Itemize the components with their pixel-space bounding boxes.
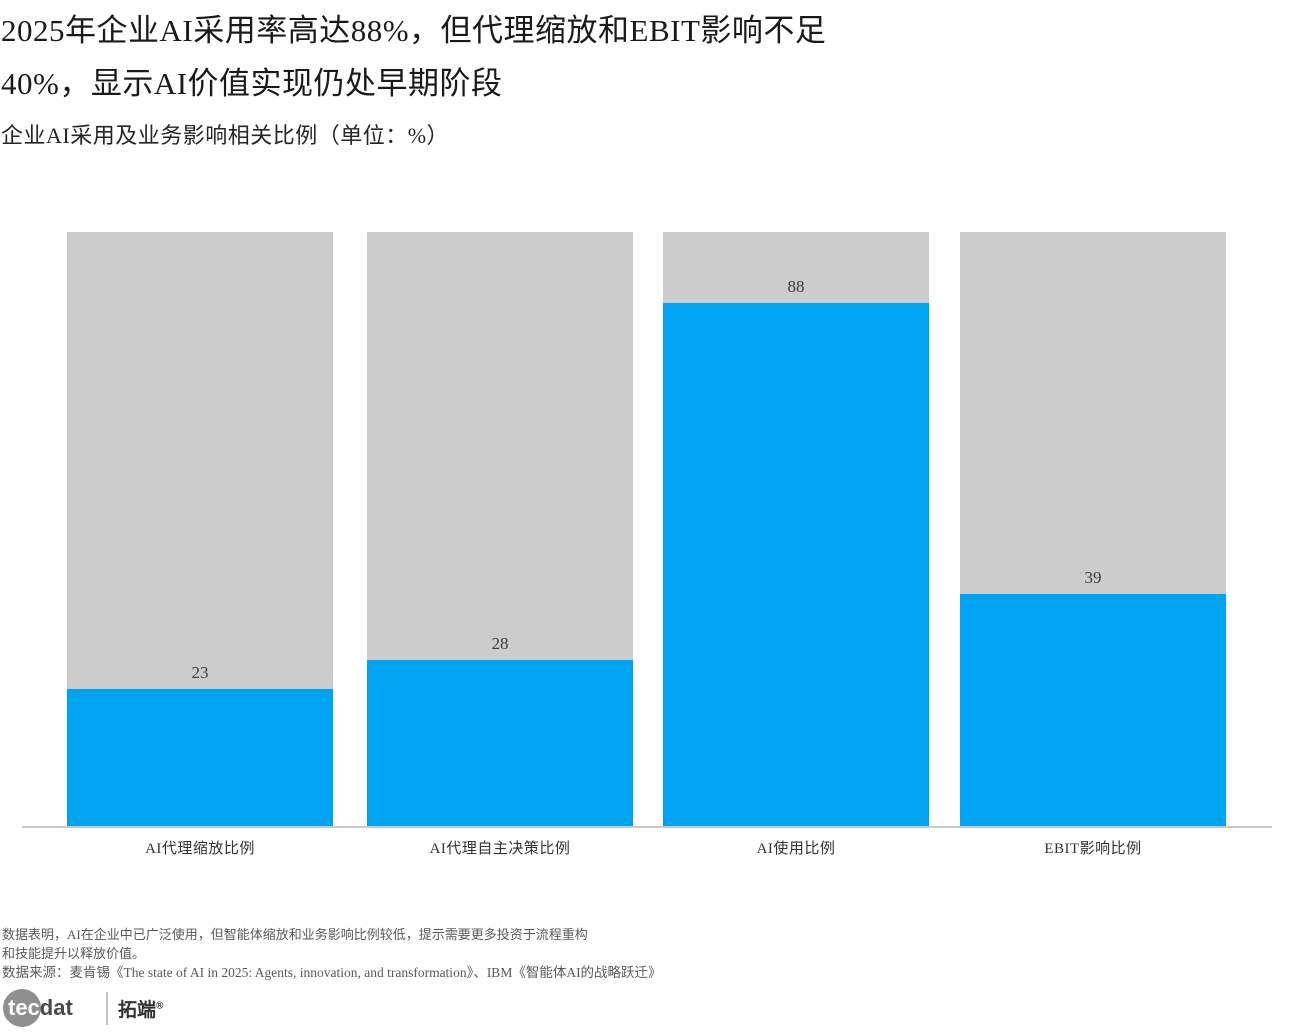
logo-divider <box>106 991 108 1025</box>
bar-value-label: 88 <box>787 277 805 297</box>
logo-text-tec: tec <box>8 995 40 1020</box>
x-axis-label: AI使用比例 <box>756 841 836 857</box>
plot-area: 23 28 88 39 <box>0 232 1290 826</box>
x-axis-label: EBIT影响比例 <box>1044 841 1142 857</box>
chart-note-line2: 和技能提升以释放价值。 <box>2 946 146 961</box>
logo-circle-icon <box>3 989 41 1027</box>
bar-column: 28 <box>367 232 633 826</box>
x-axis-line <box>22 826 1272 828</box>
bar-fill <box>663 303 929 826</box>
chart-note-line1: 数据表明，AI在企业中已广泛使用，但智能体缩放和业务影响比例较低，提示需要更多投… <box>2 927 588 942</box>
bar-value-label: 23 <box>191 663 209 683</box>
x-axis-label: AI代理自主决策比例 <box>429 841 571 857</box>
bar-fill <box>960 594 1226 826</box>
x-axis-label: AI代理缩放比例 <box>145 841 255 857</box>
logo-brand-name: 拓端 <box>118 999 157 1021</box>
bar-column: 39 <box>960 232 1226 826</box>
data-source: 数据来源：麦肯锡《The state of AI in 2025: Agents… <box>2 965 662 980</box>
chart-subtitle: 企业AI采用及业务影响相关比例（单位：%） <box>1 123 450 148</box>
logo-text-dat: dat <box>39 995 73 1020</box>
bar-column: 23 <box>67 232 333 826</box>
bar-value-label: 28 <box>491 633 509 653</box>
bar-column: 88 <box>663 232 929 826</box>
chart-header: 2025年企业AI采用率高达88%，但代理缩放和EBIT影响不足 40%，显示A… <box>1 4 901 151</box>
logo-brand-cn: 拓端® <box>118 995 163 1022</box>
chart-title-line2: 40%，显示AI价值实现仍处早期阶段 <box>1 66 503 101</box>
bar-fill <box>67 689 333 826</box>
registered-trademark-icon: ® <box>156 1000 164 1012</box>
tecdat-wordmark: tecdat <box>3 988 106 1028</box>
bar-value-label: 39 <box>1084 568 1102 588</box>
bar-fill <box>367 659 633 826</box>
chart-title-line1: 2025年企业AI采用率高达88%，但代理缩放和EBIT影响不足 <box>1 13 827 48</box>
footer-notes: 数据表明，AI在企业中已广泛使用，但智能体缩放和业务影响比例较低，提示需要更多投… <box>2 925 1002 982</box>
x-axis-labels: AI代理缩放比例 AI代理自主决策比例 AI使用比例 EBIT影响比例 <box>0 837 1290 861</box>
tecdat-logo: tecdat 拓端® <box>3 988 163 1028</box>
